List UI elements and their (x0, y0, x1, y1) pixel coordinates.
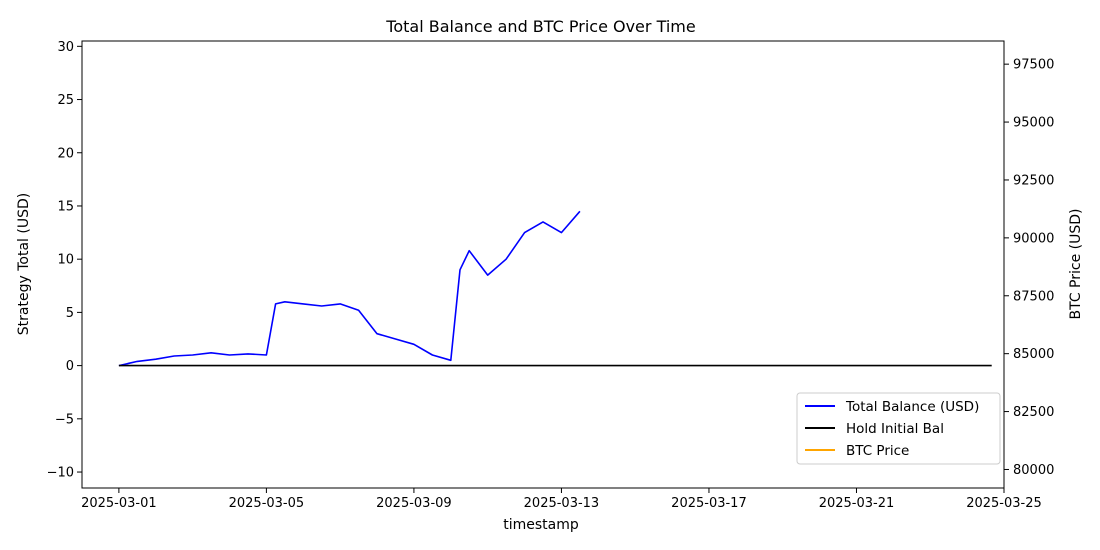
y-left-tick-label: −5 (55, 412, 74, 427)
legend: Total Balance (USD) Hold Initial Bal BTC… (796, 392, 1001, 465)
y-right-tick-label: 85000 (1013, 347, 1054, 362)
y-right-tick-label: 97500 (1013, 58, 1054, 73)
x-tick-label: 2025-03-25 (966, 496, 1042, 511)
x-axis-label: timestamp (503, 517, 579, 533)
y-axis-left-label: Strategy Total (USD) (16, 193, 32, 335)
y-right-tick-label: 92500 (1013, 173, 1054, 188)
legend-label-hold-initial: Hold Initial Bal (846, 421, 944, 437)
y-right-tick-label: 80000 (1013, 463, 1054, 478)
x-tick-label: 2025-03-13 (524, 496, 600, 511)
y-left-tick-label: 15 (57, 199, 74, 214)
y-axis-left-ticks: −10 −5 0 5 10 15 20 25 30 (47, 40, 82, 481)
y-left-tick-label: 20 (57, 146, 74, 161)
y-left-tick-label: 25 (57, 93, 74, 108)
y-axis-right-ticks: 80000 82500 85000 87500 90000 92500 95000 97500 (1004, 58, 1054, 478)
y-right-tick-label: 90000 (1013, 231, 1054, 246)
y-right-tick-label: 95000 (1013, 116, 1054, 131)
y-right-tick-label: 87500 (1013, 289, 1054, 304)
y-axis-right-label: BTC Price (USD) (1068, 208, 1084, 319)
legend-label-total-balance: Total Balance (USD) (845, 399, 979, 415)
legend-label-btc-price: BTC Price (846, 443, 909, 459)
x-tick-label: 2025-03-09 (376, 496, 452, 511)
y-left-tick-label: 0 (66, 359, 74, 374)
plot-area (118, 210, 992, 367)
y-left-tick-label: 10 (57, 253, 74, 268)
x-tick-label: 2025-03-01 (81, 496, 157, 511)
x-axis-ticks: 2025-03-01 2025-03-05 2025-03-09 2025-03-13… (81, 488, 1042, 511)
x-tick-label: 2025-03-05 (229, 496, 305, 511)
x-tick-label: 2025-03-17 (671, 496, 747, 511)
y-left-tick-label: −10 (47, 466, 74, 481)
chart-title: Total Balance and BTC Price Over Time (385, 17, 695, 36)
y-left-tick-label: 30 (57, 40, 74, 55)
plot-frame (81, 40, 1005, 489)
y-left-tick-label: 5 (66, 306, 74, 321)
legend-box (796, 392, 1001, 465)
y-right-tick-label: 82500 (1013, 405, 1054, 420)
x-tick-label: 2025-03-21 (819, 496, 895, 511)
series-line-total-balance-usd (118, 210, 581, 367)
